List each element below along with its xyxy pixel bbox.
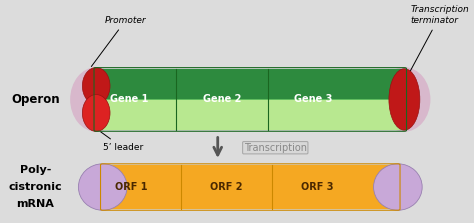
Text: Poly-: Poly- [20, 165, 51, 175]
Text: ORF 2: ORF 2 [210, 182, 243, 192]
Ellipse shape [82, 68, 110, 104]
Text: Gene 2: Gene 2 [203, 95, 241, 104]
Text: Transcription: Transcription [244, 143, 307, 153]
Ellipse shape [389, 69, 420, 130]
Ellipse shape [378, 67, 430, 132]
Ellipse shape [374, 164, 422, 210]
Text: ORF 1: ORF 1 [115, 182, 147, 192]
Text: cistronic: cistronic [9, 182, 62, 192]
FancyBboxPatch shape [96, 99, 404, 130]
FancyBboxPatch shape [96, 69, 404, 99]
Text: Gene 3: Gene 3 [294, 95, 332, 104]
Text: mRNA: mRNA [17, 199, 55, 209]
Text: Promoter: Promoter [91, 16, 146, 66]
Text: ORF 3: ORF 3 [301, 182, 334, 192]
Text: Transcription
terminator: Transcription terminator [408, 5, 470, 76]
FancyBboxPatch shape [103, 165, 398, 209]
Text: Operon: Operon [11, 93, 60, 106]
Text: Gene 1: Gene 1 [109, 95, 148, 104]
Ellipse shape [78, 164, 127, 210]
Text: 5’ leader: 5’ leader [100, 132, 143, 152]
Ellipse shape [82, 95, 110, 131]
Ellipse shape [70, 67, 122, 132]
